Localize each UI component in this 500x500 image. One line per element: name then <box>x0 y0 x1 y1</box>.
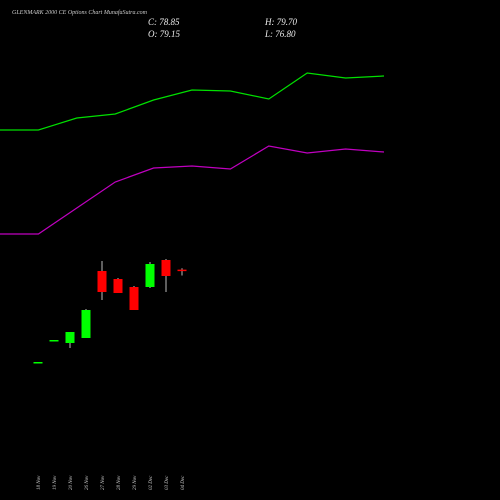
ohlc-info: L: 76.80 <box>264 29 296 39</box>
ohlc-info: O: 79.15 <box>148 29 180 39</box>
candle-body <box>65 332 75 343</box>
x-tick-label: 18 Nov <box>37 475 42 490</box>
x-tick-label: 29 Nov <box>133 475 138 490</box>
indicator-line <box>0 72 385 131</box>
x-tick-label: 20 Nov <box>69 475 74 490</box>
candle-body <box>161 260 171 276</box>
x-tick-label: 04 Dec <box>181 475 186 490</box>
chart-title: GLENMARK 2000 CE Options Chart MunafaSut… <box>12 9 148 16</box>
x-tick-label: 28 Nov <box>117 475 122 490</box>
x-tick-label: 26 Nov <box>85 475 90 490</box>
candle-body <box>49 340 59 342</box>
candle-body <box>177 269 187 272</box>
candle-body <box>97 271 107 292</box>
candle-body <box>129 287 139 310</box>
ohlc-info: C: 78.85 <box>148 17 180 27</box>
candle-body <box>33 362 43 364</box>
x-tick-label: 27 Nov <box>101 475 106 490</box>
x-tick-label: 02 Dec <box>149 475 154 490</box>
candle-body <box>81 310 91 338</box>
x-tick-label: 19 Nov <box>53 475 58 490</box>
indicator-line <box>0 145 385 235</box>
candle-body <box>145 264 155 287</box>
candle-body <box>113 279 123 293</box>
x-tick-label: 03 Dec <box>165 475 170 490</box>
ohlc-info: H: 79.70 <box>264 17 297 27</box>
